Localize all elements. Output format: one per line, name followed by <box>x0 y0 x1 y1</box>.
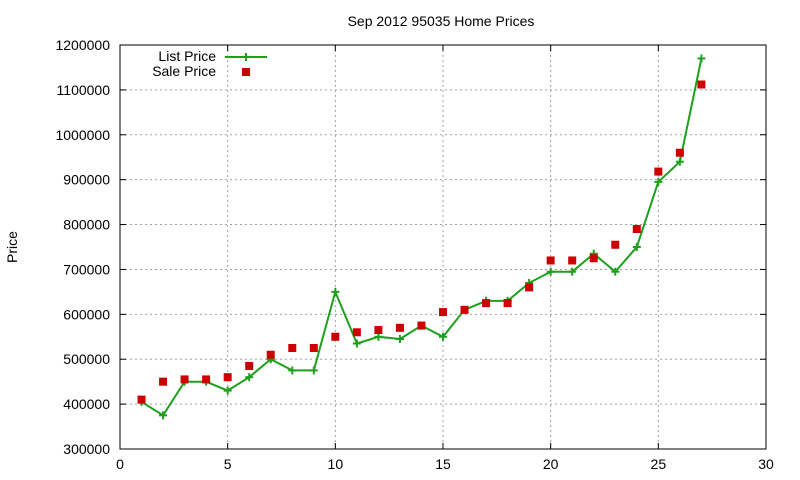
x-tick-label: 0 <box>116 456 124 472</box>
sale-price-point <box>546 256 555 265</box>
list-price-point <box>309 366 318 375</box>
sale-price-point <box>439 308 447 317</box>
series-layer <box>137 54 706 420</box>
x-tick-label: 5 <box>224 456 232 472</box>
list-price-point <box>352 339 361 348</box>
y-tick-label: 700000 <box>63 261 110 277</box>
y-axis-label: Price <box>4 231 20 263</box>
sale-price-point <box>180 375 189 384</box>
legend-swatch-sale-price <box>242 68 250 76</box>
sale-price-point <box>589 254 598 263</box>
list-price-point <box>568 267 577 276</box>
y-tick-label: 1000000 <box>55 127 110 143</box>
sale-price-point <box>159 377 168 386</box>
list-price-point <box>395 335 404 344</box>
list-price-point <box>439 332 447 341</box>
list-price-point <box>245 373 254 382</box>
axis-ticks: 0 5 10 15 20 25 30 300000 400000 500000 600000 7000… <box>55 37 774 472</box>
list-price-point <box>546 267 555 276</box>
sale-price-point <box>309 344 318 352</box>
sale-price-point <box>568 256 577 265</box>
list-price-point <box>697 54 706 63</box>
chart-title: Sep 2012 95035 Home Prices <box>348 13 535 29</box>
legend-label-sale-price: Sale Price <box>152 63 216 79</box>
sale-price-point <box>137 395 146 404</box>
sale-price-point <box>266 350 275 359</box>
y-tick-label: 600000 <box>63 306 110 322</box>
sale-price-point <box>697 80 706 89</box>
list-price-point <box>331 287 340 296</box>
y-tick-label: 300000 <box>63 441 110 457</box>
x-tick-label: 25 <box>651 456 667 472</box>
y-tick-label: 900000 <box>63 172 110 188</box>
sale-price-point <box>223 373 232 382</box>
list-price-point <box>675 157 684 166</box>
list-price-point <box>654 177 663 186</box>
sale-price-point <box>202 375 211 384</box>
x-tick-label: 10 <box>328 456 344 472</box>
sale-price-point <box>395 323 404 332</box>
plot-frame <box>119 44 767 450</box>
y-tick-label: 400000 <box>63 396 110 412</box>
sale-price-point <box>482 299 491 308</box>
x-tick-label: 30 <box>758 456 774 472</box>
sale-price-point <box>460 305 469 314</box>
legend-label-list-price: List Price <box>158 48 216 64</box>
sale-price-point <box>675 148 684 157</box>
sale-price-point <box>352 328 361 337</box>
sale-price-point <box>331 332 340 341</box>
y-tick-label: 1100000 <box>57 82 111 98</box>
sale-price-point <box>417 321 426 330</box>
list-price-line <box>140 58 703 417</box>
gridlines <box>120 45 766 449</box>
sale-price-point <box>503 299 512 308</box>
x-tick-label: 15 <box>435 456 451 472</box>
list-price-point <box>632 243 641 251</box>
sale-price-point <box>611 240 620 249</box>
list-price-point <box>611 267 620 276</box>
list-price-point <box>374 332 383 341</box>
list-price-point <box>223 386 232 395</box>
sale-price-point <box>654 167 663 176</box>
y-tick-label: 800000 <box>63 217 110 233</box>
sale-price-point <box>245 361 254 370</box>
list-price-point <box>159 411 168 420</box>
sale-price-point <box>525 283 534 292</box>
sale-price-point <box>374 326 383 335</box>
y-tick-label: 1200000 <box>55 37 110 53</box>
y-tick-label: 500000 <box>63 351 110 367</box>
x-tick-label: 20 <box>543 456 559 472</box>
list-price-point <box>288 366 297 375</box>
sale-price-point <box>288 344 297 352</box>
sale-price-point <box>632 225 641 234</box>
